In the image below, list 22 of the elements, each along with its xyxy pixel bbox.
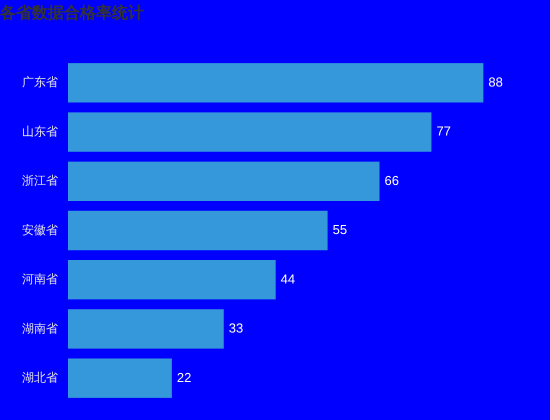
y-tick-label: 山东省	[22, 124, 58, 138]
data-label: 77	[436, 124, 451, 139]
bar	[68, 162, 380, 201]
bar	[68, 210, 328, 250]
data-label: 33	[228, 320, 244, 336]
bar	[68, 260, 276, 300]
y-tick-label: 湖北省	[22, 370, 58, 384]
bar	[68, 112, 432, 152]
data-label: 66	[384, 172, 399, 188]
data-label: 22	[176, 370, 192, 385]
y-tick-label: 安徽省	[22, 222, 58, 237]
bar	[68, 309, 224, 349]
y-tick-label: 湖南省	[22, 321, 58, 336]
data-label: 44	[280, 271, 296, 286]
bar	[68, 358, 172, 398]
data-label: 55	[332, 222, 348, 238]
data-label: 88	[488, 74, 503, 90]
bar	[68, 63, 484, 103]
y-tick-label: 河南省	[22, 272, 58, 286]
chart-title: 各省数据合格率统计	[0, 3, 144, 22]
y-tick-label: 广东省	[22, 75, 58, 90]
y-tick-label: 浙江省	[22, 174, 58, 188]
